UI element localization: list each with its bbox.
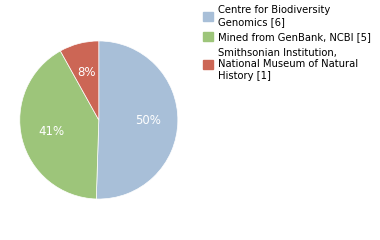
Text: 50%: 50% xyxy=(135,114,161,127)
Wedge shape xyxy=(60,41,99,120)
Wedge shape xyxy=(20,51,99,199)
Text: 41%: 41% xyxy=(38,125,64,138)
Text: 8%: 8% xyxy=(77,66,96,79)
Legend: Centre for Biodiversity
Genomics [6], Mined from GenBank, NCBI [5], Smithsonian : Centre for Biodiversity Genomics [6], Mi… xyxy=(203,5,370,81)
Wedge shape xyxy=(96,41,178,199)
